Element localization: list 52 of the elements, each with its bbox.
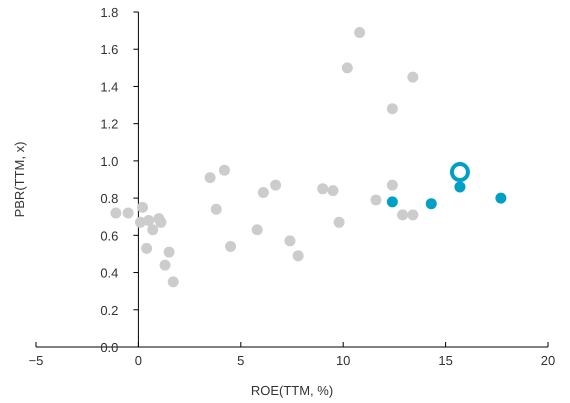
- point: [370, 194, 382, 206]
- point: [210, 204, 222, 215]
- point: [160, 260, 171, 271]
- x-tick-label: 5: [237, 353, 244, 368]
- point: [143, 214, 154, 226]
- point: [141, 242, 152, 254]
- point: [454, 181, 466, 192]
- y-tick-label: 1.6: [100, 42, 118, 58]
- point: [327, 185, 338, 196]
- y-axis-title: PBR(TTM, x): [12, 142, 27, 218]
- point: [495, 192, 506, 204]
- point: [110, 208, 122, 218]
- y-tick-label: 0.2: [100, 302, 118, 318]
- y-tick-label: 1.8: [100, 5, 118, 20]
- x-tick-label: 0: [134, 353, 142, 368]
- x-tick-label: −5: [28, 353, 44, 368]
- point: [225, 241, 236, 252]
- point: [317, 183, 328, 194]
- x-tick-label: 10: [336, 353, 350, 368]
- x-tick-label: 20: [540, 353, 556, 368]
- point: [407, 209, 418, 220]
- point: [204, 172, 216, 184]
- point: [426, 198, 437, 210]
- point: [284, 235, 296, 246]
- point: [397, 209, 408, 220]
- point: [354, 26, 366, 38]
- point: [292, 250, 304, 262]
- point: [155, 216, 166, 228]
- point: [342, 62, 353, 74]
- x-axis-title: ROE(TTM, %): [250, 383, 334, 398]
- point: [218, 164, 230, 176]
- y-tick-label: 0.8: [100, 191, 118, 206]
- y-tick-label: 0.6: [100, 228, 118, 244]
- y-tick-label: 1.0: [100, 154, 118, 169]
- point: [386, 103, 398, 114]
- point: [450, 162, 470, 182]
- point: [164, 246, 175, 258]
- point: [407, 72, 418, 83]
- point: [147, 224, 158, 236]
- point: [270, 180, 282, 191]
- point: [252, 224, 263, 236]
- x-tick-label: 15: [438, 353, 453, 368]
- point: [386, 180, 398, 191]
- point: [168, 276, 179, 288]
- y-tick-label: 1.2: [100, 116, 118, 132]
- y-tick-label: 0.4: [100, 266, 118, 281]
- point: [386, 196, 398, 208]
- point: [122, 208, 134, 218]
- point: [136, 202, 148, 213]
- point: [334, 216, 345, 228]
- point: [258, 187, 269, 198]
- y-tick-label: 1.4: [100, 79, 118, 94]
